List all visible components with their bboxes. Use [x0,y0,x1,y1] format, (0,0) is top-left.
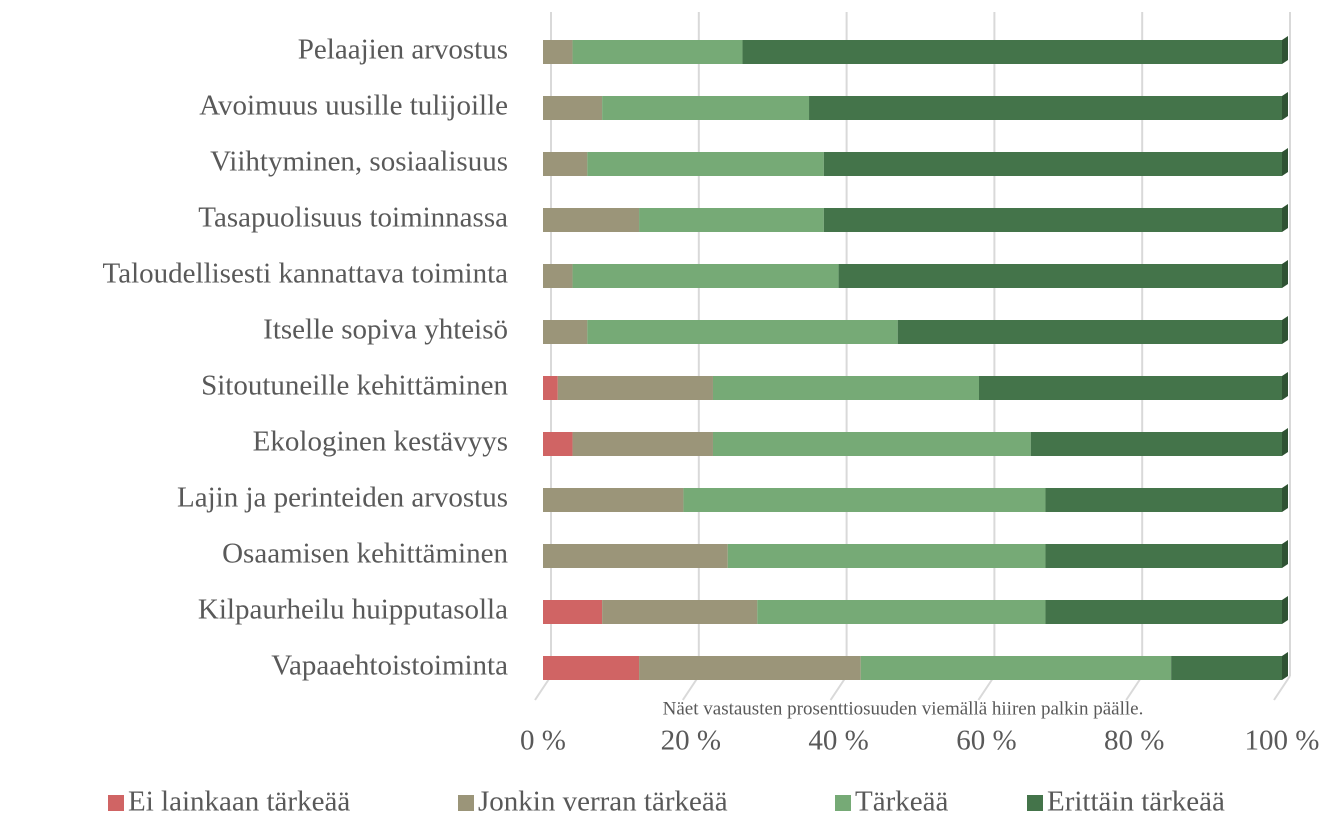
bar-segment [543,656,640,680]
x-tick-label: 20 % [661,725,721,757]
bar-edge [1282,148,1288,176]
legend-label: Tärkeää [855,786,948,818]
bar-segment [587,152,824,176]
bar-segment [823,152,1282,176]
bar-segment [712,376,980,400]
category-label: Lajin ja perinteiden arvostus [177,482,508,514]
bar-segment [543,320,588,344]
legend-label: Ei lainkaan tärkeää [128,786,350,818]
bar-segment [543,488,684,512]
category-label: Pelaajien arvostus [298,34,508,66]
bar-segment [823,208,1282,232]
bar-segment [742,40,1282,64]
bar-edge [1282,204,1288,232]
bar-segment [543,432,573,456]
legend-label: Erittäin tärkeää [1047,786,1225,818]
category-label: Sitoutuneille kehittäminen [201,370,508,402]
grid-line [1273,675,1291,701]
legend-swatch [835,795,851,811]
bar-segment [543,152,588,176]
x-tick-label: 0 % [520,725,566,757]
bar-segment [543,208,640,232]
bar-segment [1045,488,1282,512]
legend-swatch [1027,795,1043,811]
bar-segment [757,600,1046,624]
category-label: Vapaaehtoistoiminta [271,650,508,682]
category-label: Tasapuolisuus toiminnassa [198,202,508,234]
bar-segment [1045,544,1282,568]
category-label: Osaamisen kehittäminen [222,538,508,570]
bar-edge [1282,428,1288,456]
bar-edge [1282,316,1288,344]
bar-segment [639,656,861,680]
category-label: Viihtyminen, sosiaalisuus [210,146,508,178]
bar-edge [1282,652,1288,680]
category-label: Taloudellisesti kannattava toiminta [103,258,509,290]
bar-segment [543,40,573,64]
bar-segment [639,208,824,232]
bar-segment [860,656,1172,680]
x-tick-label: 80 % [1104,725,1164,757]
bar-edge [1282,372,1288,400]
bar-segment [727,544,1046,568]
bar-segment [587,320,898,344]
bar-segment [979,376,1282,400]
bar-segment [543,264,573,288]
category-label: Avoimuus uusille tulijoille [199,90,508,122]
bar-segment [602,96,810,120]
bar-segment [1171,656,1282,680]
annotation: Näet vastausten prosenttiosuuden viemäll… [663,698,1144,719]
bar-segment [543,544,728,568]
bar-edge [1282,596,1288,624]
bar-segment [543,376,558,400]
bar-segment [1045,600,1282,624]
category-label: Itselle sopiva yhteisö [263,314,508,346]
legend-swatch [108,795,124,811]
bar-segment [712,432,1031,456]
bar-edge [1282,92,1288,120]
bar-edge [1282,484,1288,512]
bar-segment [897,320,1282,344]
x-tick-label: 40 % [808,725,868,757]
bar-edge [1282,36,1288,64]
bar-edge [1282,540,1288,568]
bar-segment [557,376,713,400]
legend-label: Jonkin verran tärkeää [478,786,728,818]
bar-segment [543,96,603,120]
bar-segment [572,264,839,288]
bar-segment [572,40,743,64]
bar-segment [572,432,713,456]
category-label: Ekologinen kestävyys [253,426,508,458]
bar-segment [543,600,603,624]
bar-segment [838,264,1282,288]
bar-edge [1282,260,1288,288]
bar-segment [683,488,1046,512]
legend-swatch [458,795,474,811]
bar-segment [809,96,1282,120]
bar-segment [1030,432,1282,456]
x-tick-label: 60 % [956,725,1016,757]
category-label: Kilpaurheilu huipputasolla [198,594,508,626]
bar-segment [602,600,758,624]
x-tick-label: 100 % [1245,725,1320,757]
